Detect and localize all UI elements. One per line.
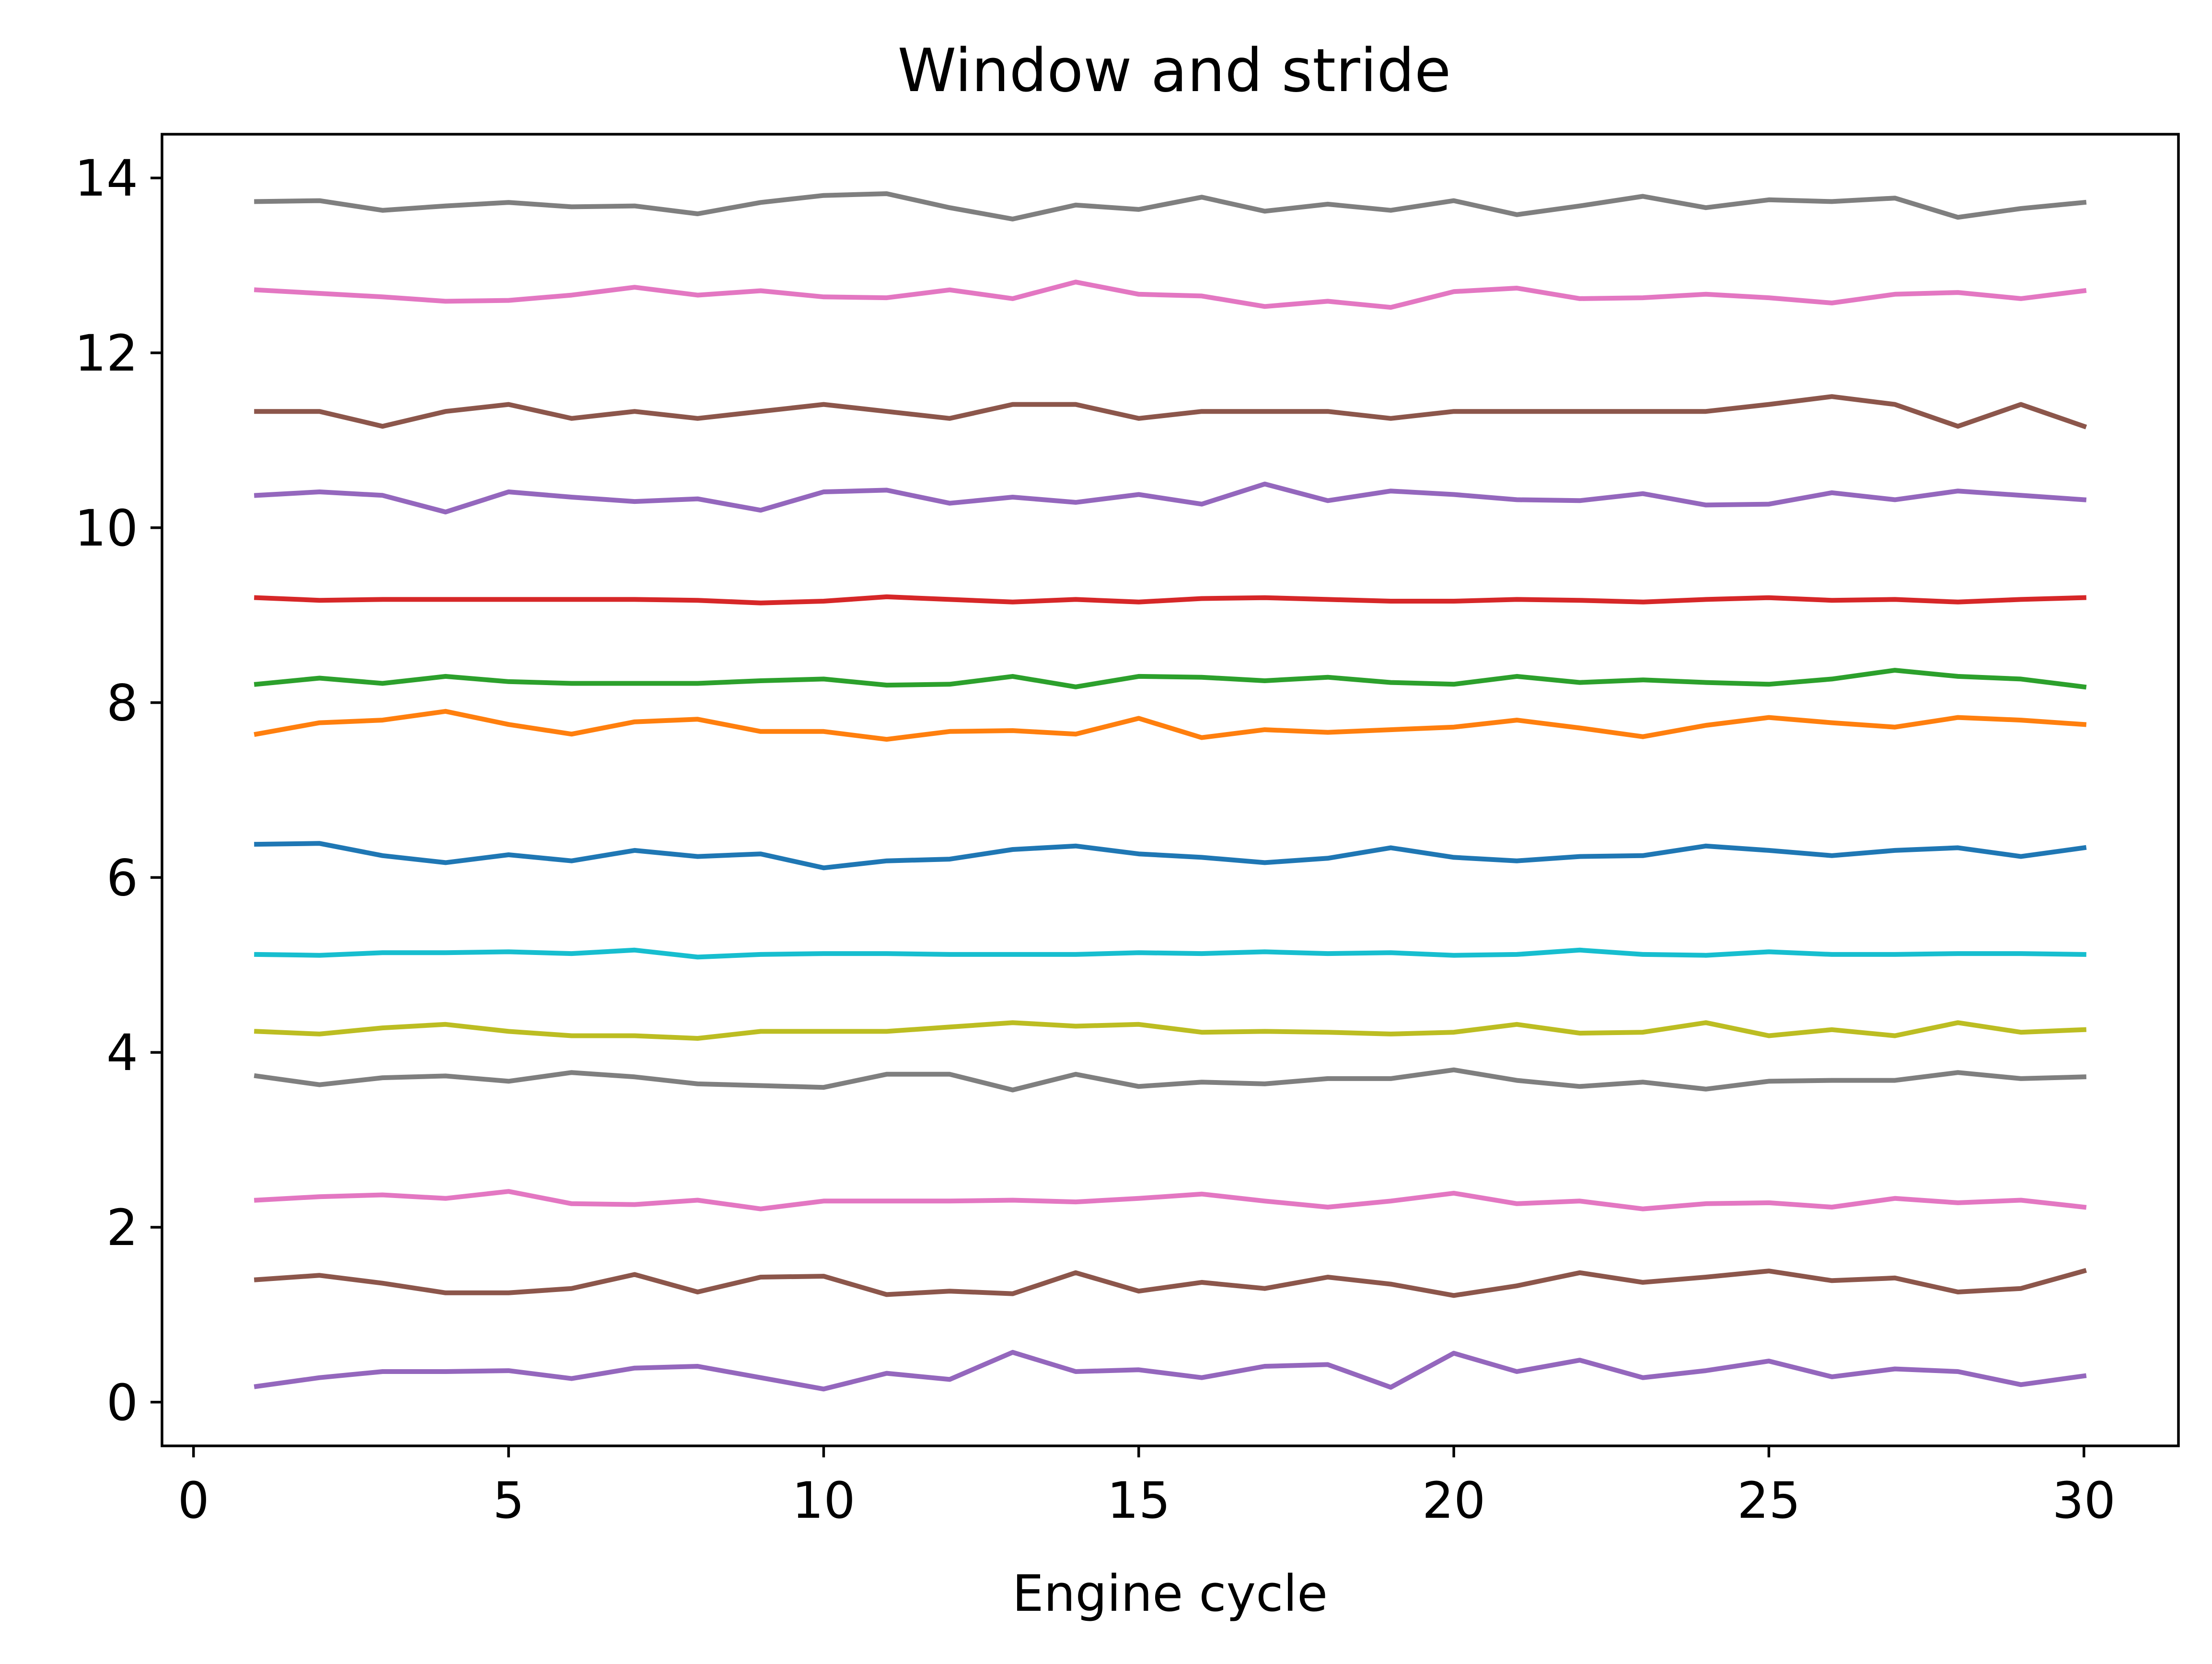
series-line-3 bbox=[254, 668, 2087, 690]
y-tick-label: 6 bbox=[106, 849, 138, 907]
plot-frame bbox=[161, 133, 2180, 1447]
x-tick-label: 30 bbox=[2052, 1471, 2116, 1530]
series-line-5 bbox=[254, 481, 2087, 514]
y-tick-label: 10 bbox=[75, 499, 138, 558]
x-tick-label: 25 bbox=[1737, 1471, 1800, 1530]
x-axis-label: Engine cycle bbox=[1012, 1564, 1328, 1623]
y-axis: 0 2 4 6 8 10 12 14 bbox=[75, 149, 162, 1432]
y-tick-label: 4 bbox=[106, 1024, 138, 1082]
x-tick-label: 15 bbox=[1107, 1471, 1170, 1530]
series-line-1 bbox=[254, 841, 2087, 871]
series-line-6 bbox=[254, 394, 2087, 430]
y-tick-label: 2 bbox=[106, 1199, 138, 1257]
series-line-9 bbox=[254, 1020, 2087, 1041]
series-line-14 bbox=[254, 1350, 2087, 1392]
x-axis: 0 5 10 15 20 25 30 bbox=[178, 1446, 2116, 1530]
x-tick-label: 5 bbox=[493, 1471, 524, 1530]
y-tick-label: 0 bbox=[106, 1373, 138, 1432]
series-line-8 bbox=[254, 191, 2087, 221]
series-line-11 bbox=[254, 1067, 2086, 1093]
y-tick-label: 8 bbox=[106, 674, 138, 733]
series-line-12 bbox=[254, 1189, 2087, 1211]
series-line-2 bbox=[254, 709, 2087, 742]
chart-title: Window and stride bbox=[898, 36, 1451, 105]
x-tick-label: 20 bbox=[1422, 1471, 1485, 1530]
x-tick-label: 0 bbox=[178, 1471, 209, 1530]
y-tick-label: 12 bbox=[75, 324, 138, 383]
series-group bbox=[254, 191, 2087, 1392]
series-line-10 bbox=[254, 947, 2086, 960]
y-tick-label: 14 bbox=[75, 149, 138, 208]
series-line-7 bbox=[254, 279, 2087, 310]
series-line-13 bbox=[254, 1268, 2087, 1298]
x-tick-label: 10 bbox=[792, 1471, 855, 1530]
series-line-4 bbox=[254, 594, 2086, 605]
